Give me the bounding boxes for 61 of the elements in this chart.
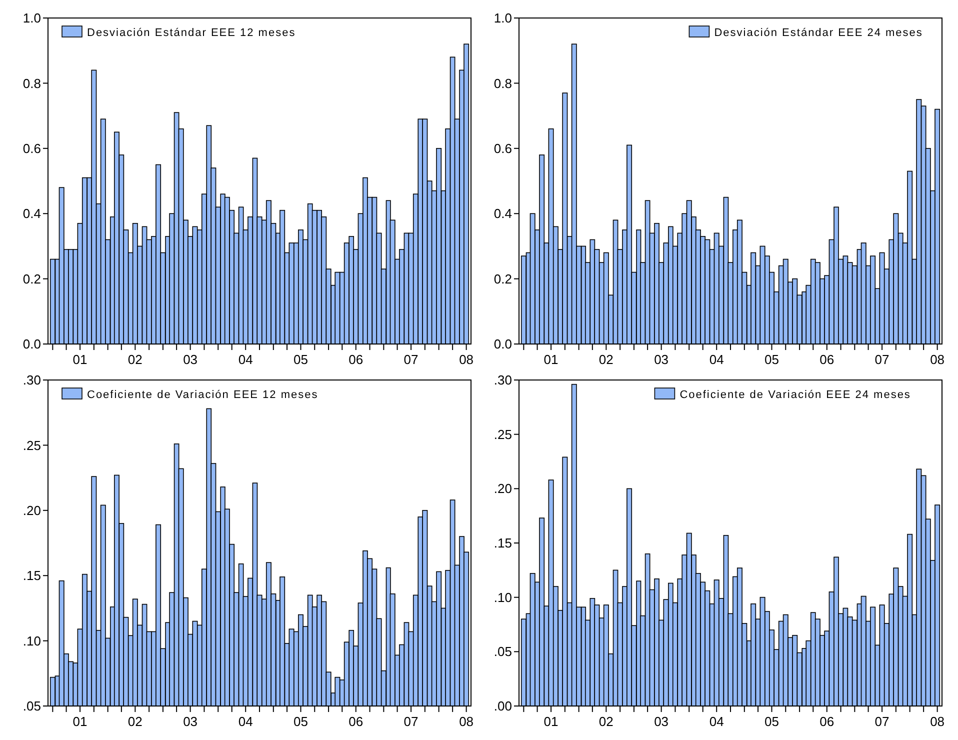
x-tick-label: 08 xyxy=(930,352,945,367)
x-tick-label: 06 xyxy=(348,352,364,367)
x-tick-label: 08 xyxy=(930,714,945,729)
y-tick-label: .05 xyxy=(494,644,512,660)
x-tick-label: 03 xyxy=(183,714,198,729)
y-tick-label: .25 xyxy=(494,426,512,442)
x-tick-label: 04 xyxy=(238,714,253,729)
legend-label: Coeficiente de Variación EEE 12 meses xyxy=(87,389,318,401)
x-tick-label: 05 xyxy=(294,714,308,729)
x-tick-label: 01 xyxy=(72,352,88,367)
y-tick-label: 0.6 xyxy=(22,140,41,156)
x-tick-label: 06 xyxy=(820,714,834,729)
x-tick-label: 03 xyxy=(654,714,669,729)
y-tick-label: 0.2 xyxy=(494,271,512,286)
y-tick-label: .30 xyxy=(22,372,41,388)
x-tick-label: 02 xyxy=(128,714,142,729)
y-tick-label: 0.8 xyxy=(494,76,512,91)
y-tick-label: 1.0 xyxy=(22,10,41,26)
y-tick-label: 0.4 xyxy=(494,206,512,222)
x-tick-label: 07 xyxy=(874,714,890,729)
x-tick-label: 06 xyxy=(820,352,834,367)
x-tick-label: 04 xyxy=(238,352,253,367)
x-tick-label: 03 xyxy=(183,352,198,367)
y-tick-label: .10 xyxy=(22,633,41,648)
y-tick-label: .20 xyxy=(494,481,512,496)
x-tick-label: 08 xyxy=(459,714,474,729)
x-tick-label: 01 xyxy=(544,352,558,367)
y-tick-label: .25 xyxy=(22,438,41,453)
x-tick-label: 01 xyxy=(72,714,88,729)
x-tick-label: 01 xyxy=(544,714,558,729)
x-tick-label: 05 xyxy=(764,352,779,367)
y-tick-label: 0.0 xyxy=(22,336,41,352)
x-tick-label: 03 xyxy=(654,352,669,367)
y-tick-label: .10 xyxy=(494,590,512,605)
y-tick-label: .05 xyxy=(22,698,41,714)
x-tick-label: 05 xyxy=(294,352,308,367)
x-tick-label: 07 xyxy=(404,714,418,729)
legend-label: Desviación Estándar EEE 24 meses xyxy=(714,27,923,39)
x-tick-label: 02 xyxy=(128,352,142,367)
x-tick-label: 06 xyxy=(348,714,364,729)
y-tick-label: 0.2 xyxy=(22,271,41,286)
x-tick-label: 05 xyxy=(764,714,779,729)
y-tick-label: 0.4 xyxy=(22,206,41,222)
y-tick-label: .00 xyxy=(494,698,512,714)
y-tick-label: .15 xyxy=(494,536,512,551)
y-tick-label: .20 xyxy=(22,502,41,518)
y-tick-label: 0.6 xyxy=(494,140,512,156)
x-tick-label: 04 xyxy=(709,352,724,367)
legend-label: Coeficiente de Variación EEE 24 meses xyxy=(680,389,911,401)
x-tick-label: 08 xyxy=(459,352,474,367)
y-tick-label: .15 xyxy=(22,568,41,584)
y-tick-label: 1.0 xyxy=(494,10,512,26)
y-tick-label: 0.8 xyxy=(22,76,41,91)
y-tick-label: .30 xyxy=(494,372,512,388)
y-tick-label: 0.0 xyxy=(494,336,512,352)
legend-label: Desviación Estándar EEE 12 meses xyxy=(87,27,296,39)
x-tick-label: 02 xyxy=(598,352,614,367)
x-tick-label: 04 xyxy=(709,714,724,729)
x-tick-label: 07 xyxy=(874,352,890,367)
x-tick-label: 02 xyxy=(598,714,614,729)
x-tick-label: 07 xyxy=(404,352,418,367)
